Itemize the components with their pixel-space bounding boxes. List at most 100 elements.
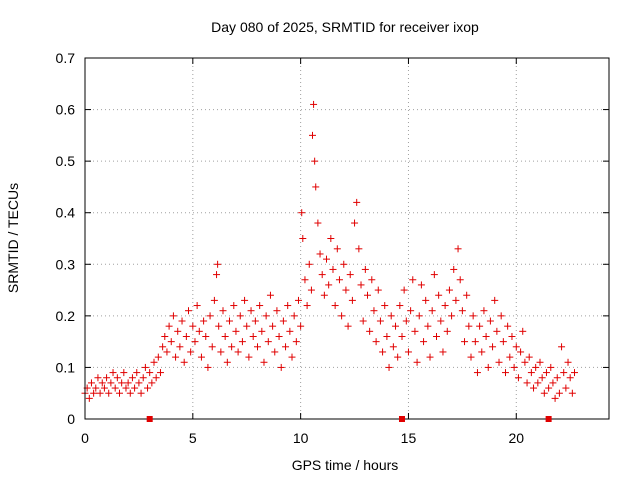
data-point [90, 389, 98, 397]
data-point [521, 358, 529, 366]
data-point [126, 389, 134, 397]
data-point [497, 312, 505, 320]
data-point [135, 379, 143, 387]
data-point [363, 291, 371, 299]
data-point [428, 307, 436, 315]
data-point [445, 286, 453, 294]
data-point [163, 348, 171, 356]
y-tick-label: 0.7 [56, 50, 76, 66]
data-point [517, 348, 525, 356]
data-point [469, 312, 477, 320]
data-point [510, 363, 518, 371]
axis-marker [545, 416, 552, 422]
data-point [100, 384, 108, 392]
data-point [540, 389, 548, 397]
data-point [342, 286, 350, 294]
data-point [273, 307, 281, 315]
data-point [271, 348, 279, 356]
data-point [288, 353, 296, 361]
data-point [499, 338, 507, 346]
data-point [133, 369, 141, 377]
data-point [111, 384, 119, 392]
data-point [256, 302, 264, 310]
data-point [234, 348, 242, 356]
data-point [461, 338, 469, 346]
data-point [443, 327, 451, 335]
data-point [402, 317, 410, 325]
data-point [512, 343, 520, 351]
data-point [187, 348, 195, 356]
data-point [417, 281, 425, 289]
data-point [262, 312, 270, 320]
data-point [161, 332, 169, 340]
data-point [422, 296, 430, 304]
data-point [169, 312, 177, 320]
data-point [484, 363, 492, 371]
data-point [564, 358, 572, 366]
y-tick-label: 0.6 [56, 102, 76, 118]
data-point [221, 332, 229, 340]
data-point [478, 348, 486, 356]
data-point [210, 296, 218, 304]
y-tick-label: 0.3 [56, 256, 76, 272]
y-axis-label: SRMTID / TECUs [5, 183, 21, 293]
x-tick-label: 0 [81, 430, 89, 446]
data-point [200, 317, 208, 325]
data-point [202, 332, 210, 340]
data-point [519, 327, 527, 335]
data-point [228, 343, 236, 351]
data-point [374, 286, 382, 294]
data-point [344, 322, 352, 330]
data-point [560, 369, 568, 377]
data-point [553, 374, 561, 382]
data-point [413, 358, 421, 366]
data-point [530, 384, 538, 392]
data-point [476, 322, 484, 330]
data-point [536, 358, 544, 366]
data-point [152, 374, 160, 382]
data-point [159, 343, 167, 351]
data-point [191, 338, 199, 346]
data-point [493, 327, 501, 335]
data-point [128, 374, 136, 382]
data-point [396, 302, 404, 310]
data-point [305, 260, 313, 268]
data-point [245, 353, 253, 361]
data-point [284, 302, 292, 310]
data-point [463, 291, 471, 299]
axis-markers [146, 416, 552, 422]
data-point [307, 286, 315, 294]
data-point [558, 343, 566, 351]
data-point [327, 235, 335, 242]
data-point [368, 276, 376, 284]
data-point [258, 327, 266, 335]
data-point [361, 265, 369, 273]
data-point [105, 389, 113, 397]
data-point [225, 317, 233, 325]
data-point [335, 276, 343, 284]
data-point [547, 363, 555, 371]
data-point [379, 348, 387, 356]
y-tick-label: 0.2 [56, 308, 76, 324]
data-point [214, 260, 222, 268]
data-point [232, 327, 240, 335]
data-point [189, 322, 197, 330]
data-point [450, 265, 458, 273]
data-point [435, 291, 443, 299]
data-point [340, 260, 348, 268]
data-point [389, 343, 397, 351]
data-point [230, 302, 238, 310]
data-point [404, 348, 412, 356]
data-point [172, 353, 180, 361]
axis-ticks: 0 0.1 0.2 0.3 0.4 0.5 0.6 0.7 0 5 10 15 20 [56, 50, 609, 446]
data-point [385, 363, 393, 371]
data-point [398, 332, 406, 340]
data-point [206, 312, 214, 320]
data-point [298, 209, 306, 217]
x-tick-label: 15 [401, 430, 417, 446]
data-point [208, 343, 216, 351]
data-point [439, 348, 447, 356]
data-point [501, 369, 509, 377]
data-point [480, 307, 488, 315]
data-point [85, 394, 93, 402]
